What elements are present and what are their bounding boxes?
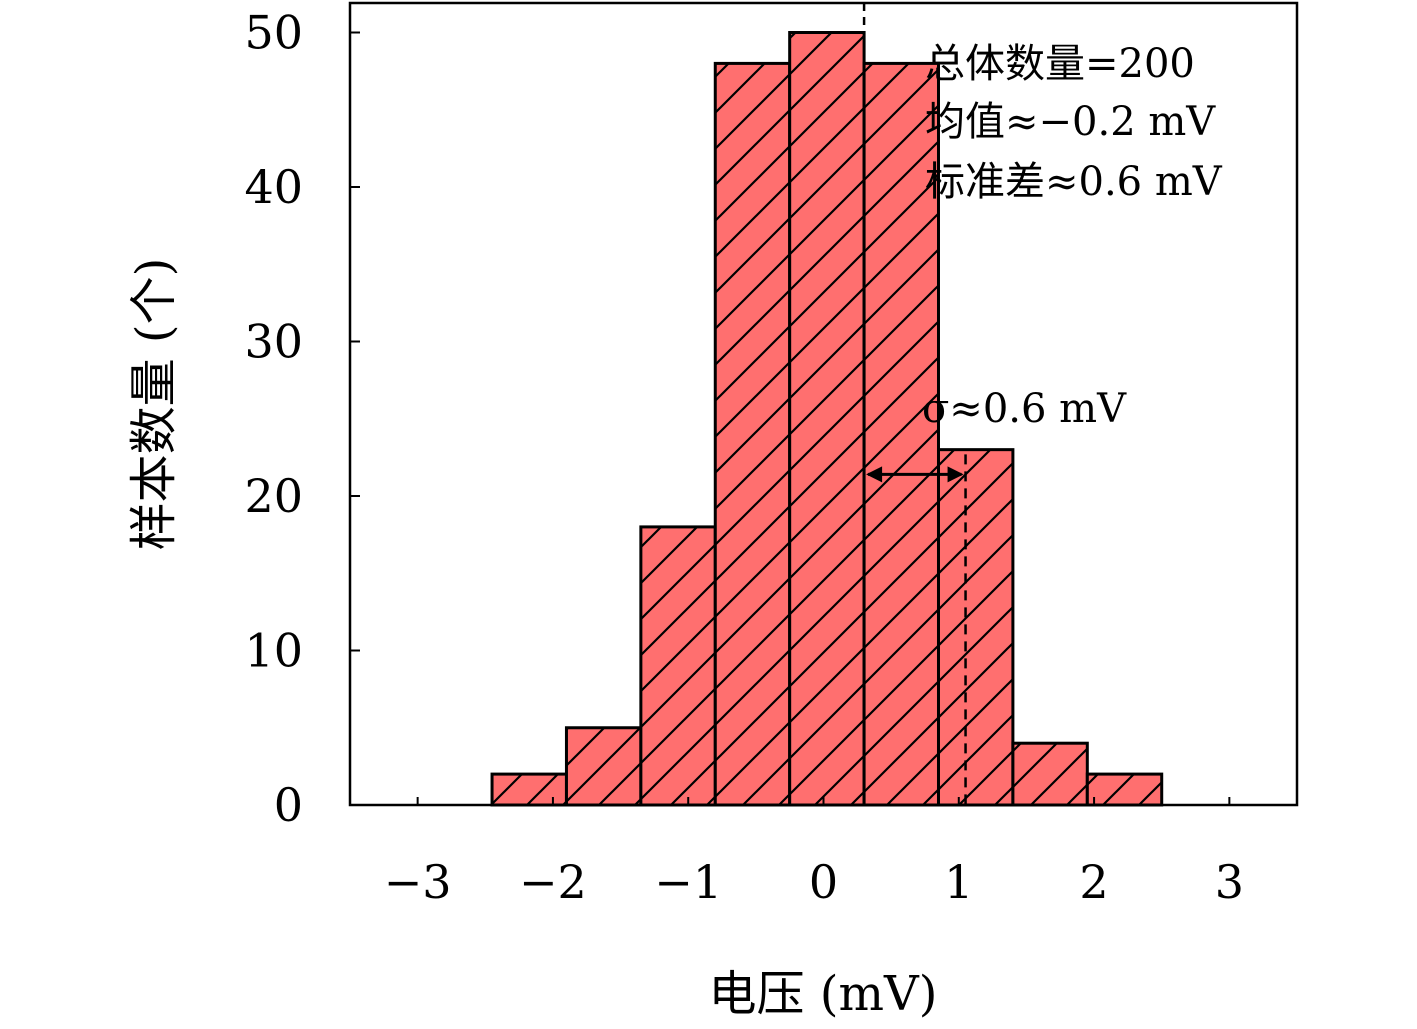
stats-total-count: 总体数量=200 xyxy=(925,41,1195,87)
histogram-bar xyxy=(862,61,940,807)
reference-lines-layer xyxy=(862,3,967,805)
y-tick-label: 50 xyxy=(244,6,303,60)
stats-mean: 均值≈−0.2 mV xyxy=(925,99,1216,145)
bars-layer xyxy=(490,31,1164,807)
sigma-label: σ≈0.6 mV xyxy=(922,386,1127,432)
histogram-bar xyxy=(713,61,792,807)
histogram-bar xyxy=(639,525,717,807)
x-tick-label: 2 xyxy=(1079,855,1108,909)
y-tick-label: 30 xyxy=(244,315,303,369)
y-tick-label: 0 xyxy=(274,778,303,832)
histogram-bar xyxy=(936,448,1015,807)
x-ticks-layer: −3 −2 −1 0 1 2 3 xyxy=(384,797,1244,909)
x-tick-label: 3 xyxy=(1215,855,1244,909)
x-tick-label: 1 xyxy=(944,855,973,909)
stats-std: 标准差≈0.6 mV xyxy=(925,159,1223,205)
histogram-bar xyxy=(564,726,643,807)
histogram-bar xyxy=(490,772,568,807)
x-tick-label: −3 xyxy=(384,855,452,909)
histogram-bar xyxy=(1011,741,1089,807)
x-tick-label: −1 xyxy=(654,855,722,909)
x-axis-title: 电压 (mV) xyxy=(709,966,938,1022)
x-tick-label: −2 xyxy=(519,855,587,909)
y-tick-label: 40 xyxy=(244,160,303,214)
histogram-bar xyxy=(1085,772,1164,807)
histogram-bar xyxy=(788,31,866,807)
sigma-double-arrow xyxy=(866,466,964,483)
x-tick-label: 0 xyxy=(809,855,838,909)
y-ticks-layer: 0 10 20 30 40 50 xyxy=(244,6,360,832)
y-tick-label: 10 xyxy=(244,624,303,678)
y-axis-title: 样本数量 (个) xyxy=(126,258,182,551)
y-tick-label: 20 xyxy=(244,469,303,523)
